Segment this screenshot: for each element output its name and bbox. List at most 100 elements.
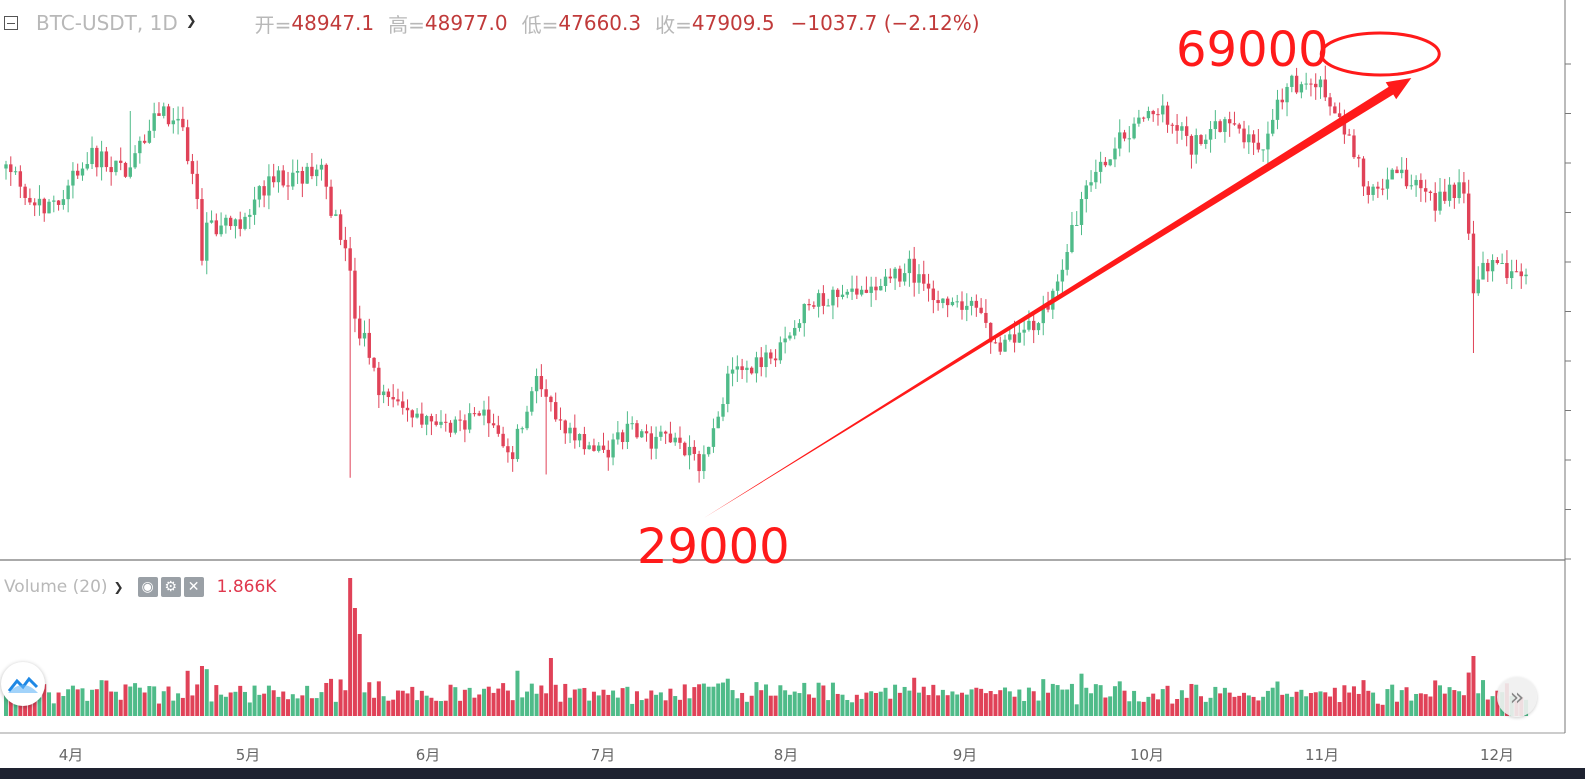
double-chevron-right-icon: » (1509, 683, 1525, 711)
candle-body (310, 166, 314, 177)
candle-body (721, 404, 725, 417)
volume-bar (783, 690, 788, 716)
candle-body (4, 164, 8, 169)
volume-bar (998, 690, 1003, 716)
symbol-label[interactable]: BTC-USDT, 1D (36, 11, 178, 35)
volume-bar (133, 683, 138, 716)
candle-body (1423, 188, 1428, 192)
volume-header: Volume (20) ❯ ◉ ⚙ ✕ 1.866K (4, 576, 276, 598)
candle-body (950, 301, 955, 306)
logo-button[interactable] (1, 662, 45, 706)
volume-bar (462, 689, 467, 716)
volume-bar (649, 690, 654, 716)
volume-bar (223, 696, 228, 716)
volume-title[interactable]: Volume (20) (4, 577, 108, 597)
candle-body (1390, 169, 1394, 180)
volume-bar (1237, 695, 1242, 716)
close-icon[interactable]: ✕ (183, 577, 204, 597)
volume-bar (563, 683, 568, 716)
trend-arrow (703, 78, 1412, 518)
volume-bar (768, 695, 773, 716)
candle-body (1510, 271, 1514, 279)
volume-bar (257, 694, 262, 716)
volume-bar (902, 686, 907, 716)
candle-body (276, 170, 281, 183)
volume-bar (1414, 693, 1419, 716)
volume-bar (1189, 683, 1194, 716)
candle-body (898, 268, 902, 282)
volume-bar (1151, 693, 1156, 716)
volume-bar (1089, 693, 1094, 716)
volume-bar (1251, 696, 1256, 716)
volume-bar (921, 686, 926, 716)
candle-body (109, 167, 113, 173)
candle-body (52, 200, 56, 202)
volume-bar (749, 695, 754, 716)
volume-bar (1490, 696, 1495, 716)
candle-body (1328, 97, 1332, 107)
volume-bar (128, 686, 133, 716)
volume-bar (1103, 697, 1108, 716)
candle-body (883, 276, 888, 287)
volume-bar (1452, 690, 1457, 716)
candle-body (893, 268, 897, 279)
candle-body (463, 420, 467, 430)
volume-bar (955, 694, 960, 716)
volume-bar (692, 687, 697, 716)
volume-bar (448, 684, 453, 716)
volume-bar (1065, 689, 1070, 716)
candle-body (410, 410, 414, 418)
candle-body (372, 357, 376, 368)
volume-bar (477, 694, 482, 716)
candle-body (281, 170, 285, 186)
volume-bar (290, 694, 295, 716)
volume-bar (434, 700, 439, 716)
collapse-icon[interactable] (4, 16, 18, 30)
volume-bar (988, 691, 993, 716)
candle-body (1462, 182, 1466, 194)
scroll-to-latest-button[interactable]: » (1497, 677, 1537, 717)
candle-body (1333, 106, 1337, 114)
volume-bar (1112, 686, 1117, 716)
volume-bar (1141, 701, 1146, 716)
volume-bar (1146, 696, 1151, 716)
volume-bar (840, 694, 845, 716)
eye-icon[interactable]: ◉ (137, 577, 158, 597)
candle-body (1156, 114, 1160, 116)
volume-bar (587, 700, 592, 716)
volume-bar (639, 700, 644, 716)
candle-body (1452, 184, 1457, 199)
candle-body (793, 327, 797, 336)
candle-body (520, 428, 524, 430)
chevron-down-icon[interactable]: ❯ (113, 580, 124, 594)
volume-bar (826, 700, 831, 716)
candle-body (582, 434, 587, 450)
candle-body (692, 446, 697, 454)
candle-body (563, 420, 567, 434)
candle-body (1361, 158, 1366, 187)
candle-body (1227, 119, 1232, 124)
candle-body (1285, 86, 1289, 103)
gear-icon[interactable]: ⚙ (160, 577, 181, 597)
volume-bar (1117, 681, 1122, 716)
candle-body (1041, 305, 1045, 324)
volume-bar (305, 685, 310, 716)
candle-body (1137, 117, 1141, 124)
candle-body (816, 293, 821, 307)
candle-body (960, 301, 964, 310)
candle-body (319, 164, 324, 170)
candle-body (119, 160, 123, 163)
volume-bar (907, 690, 912, 716)
candle-body (80, 168, 85, 176)
volume-bar (438, 701, 443, 716)
chevron-down-icon[interactable]: ❯ (185, 13, 197, 29)
volume-bar (467, 687, 472, 716)
volume-bar (897, 692, 902, 716)
candle-body (386, 391, 391, 398)
volume-bar (1304, 696, 1309, 716)
candle-body (1161, 105, 1165, 115)
volume-bar (606, 694, 611, 716)
candle-body (152, 113, 156, 131)
volume-bar (376, 681, 381, 716)
